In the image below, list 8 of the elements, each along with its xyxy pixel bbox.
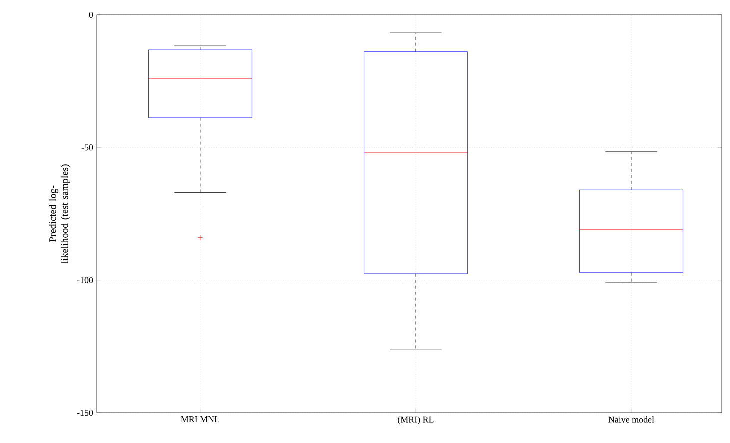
y-tick-label: -150 [77,410,94,416]
y-axis-title: Predicted log-likelihood (test samples) [49,164,70,264]
x-tick-label: (MRI) RL [398,416,434,425]
x-tick-label: MRI MNL [181,416,220,422]
y-tick-label: -50 [82,144,94,151]
y-tick-label: 0 [89,12,94,18]
y-tick-label: -100 [77,277,94,284]
x-tick-label: Naive model [608,416,654,423]
